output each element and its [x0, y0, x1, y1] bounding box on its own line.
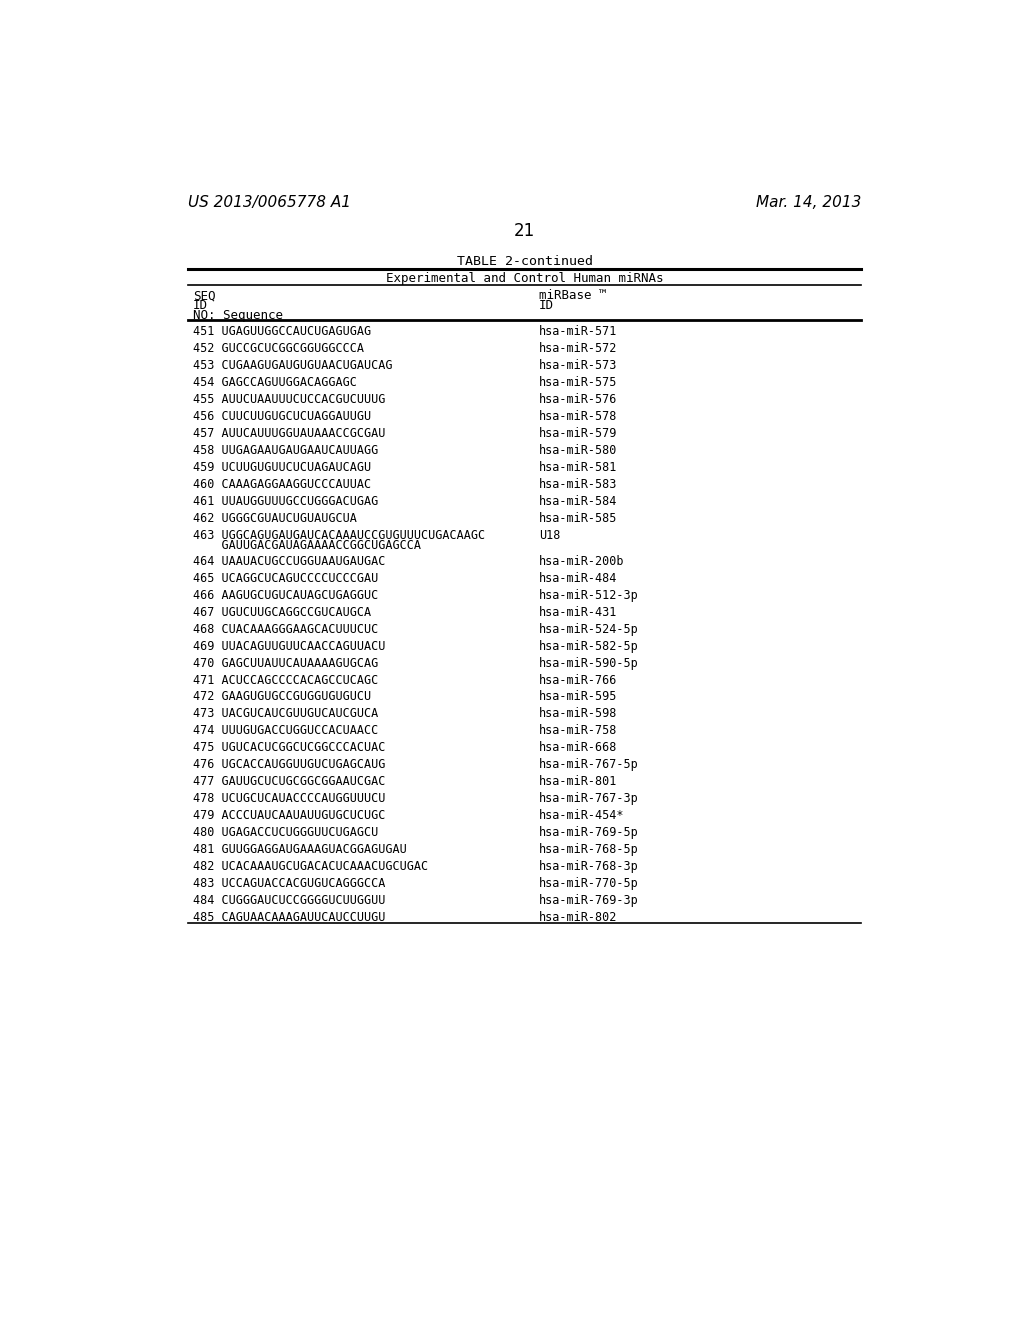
Text: 468 CUACAAAGGGAAGCACUUUCUC: 468 CUACAAAGGGAAGCACUUUCUC	[194, 623, 378, 636]
Text: 21: 21	[514, 222, 536, 239]
Text: ID: ID	[194, 300, 208, 313]
Text: hsa-miR-572: hsa-miR-572	[539, 342, 617, 355]
Text: hsa-miR-595: hsa-miR-595	[539, 690, 617, 704]
Text: GAUUGACGAUAGAAAACCGGCUGAGCCA: GAUUGACGAUAGAAAACCGGCUGAGCCA	[194, 539, 421, 552]
Text: hsa-miR-768-5p: hsa-miR-768-5p	[539, 843, 639, 855]
Text: 483 UCCAGUACCACGUGUCAGGGCCA: 483 UCCAGUACCACGUGUCAGGGCCA	[194, 876, 385, 890]
Text: hsa-miR-584: hsa-miR-584	[539, 495, 617, 508]
Text: 466 AAGUGCUGUCAUAGCUGAGGUC: 466 AAGUGCUGUCAUAGCUGAGGUC	[194, 589, 378, 602]
Text: miRBase ™: miRBase ™	[539, 289, 606, 302]
Text: 470 GAGCUUAUUCAUAAAAGUGCAG: 470 GAGCUUAUUCAUAAAAGUGCAG	[194, 656, 378, 669]
Text: hsa-miR-802: hsa-miR-802	[539, 911, 617, 924]
Text: TABLE 2-continued: TABLE 2-continued	[457, 255, 593, 268]
Text: hsa-miR-573: hsa-miR-573	[539, 359, 617, 372]
Text: hsa-miR-668: hsa-miR-668	[539, 742, 617, 754]
Text: hsa-miR-598: hsa-miR-598	[539, 708, 617, 721]
Text: 472 GAAGUGUGCCGUGGUGUGUCU: 472 GAAGUGUGCCGUGGUGUGUCU	[194, 690, 372, 704]
Text: 462 UGGGCGUAUCUGUAUGCUA: 462 UGGGCGUAUCUGUAUGCUA	[194, 512, 357, 525]
Text: 463 UGGCAGUGAUGAUCACAAAUCCGUGUUUCUGACAAGC: 463 UGGCAGUGAUGAUCACAAAUCCGUGUUUCUGACAAG…	[194, 529, 485, 541]
Text: 467 UGUCUUGCAGGCCGUCAUGCA: 467 UGUCUUGCAGGCCGUCAUGCA	[194, 606, 372, 619]
Text: 480 UGAGACCUCUGGGUUCUGAGCU: 480 UGAGACCUCUGGGUUCUGAGCU	[194, 826, 378, 840]
Text: 464 UAAUACUGCCUGGUAAUGAUGAC: 464 UAAUACUGCCUGGUAAUGAUGAC	[194, 554, 385, 568]
Text: hsa-miR-575: hsa-miR-575	[539, 376, 617, 389]
Text: 459 UCUUGUGUUCUCUAGAUCAGU: 459 UCUUGUGUUCUCUAGAUCAGU	[194, 461, 372, 474]
Text: hsa-miR-578: hsa-miR-578	[539, 411, 617, 424]
Text: hsa-miR-758: hsa-miR-758	[539, 725, 617, 738]
Text: hsa-miR-801: hsa-miR-801	[539, 775, 617, 788]
Text: Experimental and Control Human miRNAs: Experimental and Control Human miRNAs	[386, 272, 664, 285]
Text: hsa-miR-583: hsa-miR-583	[539, 478, 617, 491]
Text: hsa-miR-767-5p: hsa-miR-767-5p	[539, 758, 639, 771]
Text: hsa-miR-524-5p: hsa-miR-524-5p	[539, 623, 639, 636]
Text: NO: Sequence: NO: Sequence	[194, 309, 283, 322]
Text: hsa-miR-484: hsa-miR-484	[539, 572, 617, 585]
Text: hsa-miR-512-3p: hsa-miR-512-3p	[539, 589, 639, 602]
Text: 452 GUCCGCUCGGCGGUGGCCCA: 452 GUCCGCUCGGCGGUGGCCCA	[194, 342, 365, 355]
Text: hsa-miR-454*: hsa-miR-454*	[539, 809, 625, 822]
Text: hsa-miR-200b: hsa-miR-200b	[539, 554, 625, 568]
Text: 458 UUGAGAAUGAUGAAUCAUUAGG: 458 UUGAGAAUGAUGAAUCAUUAGG	[194, 444, 378, 457]
Text: hsa-miR-766: hsa-miR-766	[539, 673, 617, 686]
Text: 471 ACUCCAGCCCCACAGCCUCAGC: 471 ACUCCAGCCCCACAGCCUCAGC	[194, 673, 378, 686]
Text: 454 GAGCCAGUUGGACAGGAGC: 454 GAGCCAGUUGGACAGGAGC	[194, 376, 357, 389]
Text: 461 UUAUGGUUUGCCUGGGACUGAG: 461 UUAUGGUUUGCCUGGGACUGAG	[194, 495, 378, 508]
Text: US 2013/0065778 A1: US 2013/0065778 A1	[188, 195, 351, 210]
Text: hsa-miR-431: hsa-miR-431	[539, 606, 617, 619]
Text: hsa-miR-769-5p: hsa-miR-769-5p	[539, 826, 639, 840]
Text: hsa-miR-768-3p: hsa-miR-768-3p	[539, 859, 639, 873]
Text: 456 CUUCUUGUGCUCUAGGAUUGU: 456 CUUCUUGUGCUCUAGGAUUGU	[194, 411, 372, 424]
Text: hsa-miR-590-5p: hsa-miR-590-5p	[539, 656, 639, 669]
Text: 485 CAGUAACAAAGAUUCAUCCUUGU: 485 CAGUAACAAAGAUUCAUCCUUGU	[194, 911, 385, 924]
Text: hsa-miR-767-3p: hsa-miR-767-3p	[539, 792, 639, 805]
Text: 451 UGAGUUGGCCAUCUGAGUGAG: 451 UGAGUUGGCCAUCUGAGUGAG	[194, 326, 372, 338]
Text: hsa-miR-579: hsa-miR-579	[539, 428, 617, 440]
Text: 477 GAUUGCUCUGCGGCGGAAUCGAC: 477 GAUUGCUCUGCGGCGGAAUCGAC	[194, 775, 385, 788]
Text: ID: ID	[539, 300, 554, 313]
Text: 484 CUGGGAUCUCCGGGGUCUUGGUU: 484 CUGGGAUCUCCGGGGUCUUGGUU	[194, 894, 385, 907]
Text: hsa-miR-585: hsa-miR-585	[539, 512, 617, 525]
Text: 481 GUUGGAGGAUGAAAGUACGGAGUGAU: 481 GUUGGAGGAUGAAAGUACGGAGUGAU	[194, 843, 407, 855]
Text: 453 CUGAAGUGAUGUGUAACUGAUCAG: 453 CUGAAGUGAUGUGUAACUGAUCAG	[194, 359, 392, 372]
Text: 460 CAAAGAGGAAGGUCCCAUUAC: 460 CAAAGAGGAAGGUCCCAUUAC	[194, 478, 372, 491]
Text: 473 UACGUCAUCGUUGUCAUCGUCA: 473 UACGUCAUCGUUGUCAUCGUCA	[194, 708, 378, 721]
Text: 474 UUUGUGACCUGGUCCACUAACC: 474 UUUGUGACCUGGUCCACUAACC	[194, 725, 378, 738]
Text: 482 UCACAAAUGCUGACACUCAAACUGCUGAC: 482 UCACAAAUGCUGACACUCAAACUGCUGAC	[194, 859, 428, 873]
Text: 475 UGUCACUCGGCUCGGCCCACUAC: 475 UGUCACUCGGCUCGGCCCACUAC	[194, 742, 385, 754]
Text: 479 ACCCUAUCAAUAUUGUGCUCUGC: 479 ACCCUAUCAAUAUUGUGCUCUGC	[194, 809, 385, 822]
Text: hsa-miR-571: hsa-miR-571	[539, 326, 617, 338]
Text: 465 UCAGGCUCAGUCCCCUCCCGAU: 465 UCAGGCUCAGUCCCCUCCCGAU	[194, 572, 378, 585]
Text: hsa-miR-580: hsa-miR-580	[539, 444, 617, 457]
Text: hsa-miR-769-3p: hsa-miR-769-3p	[539, 894, 639, 907]
Text: 457 AUUCAUUUGGUAUAAACCGCGAU: 457 AUUCAUUUGGUAUAAACCGCGAU	[194, 428, 385, 440]
Text: 469 UUACAGUUGUUCAACCAGUUACU: 469 UUACAGUUGUUCAACCAGUUACU	[194, 640, 385, 652]
Text: 455 AUUCUAAUUUCUCCACGUCUUUG: 455 AUUCUAAUUUCUCCACGUCUUUG	[194, 393, 385, 407]
Text: 478 UCUGCUCAUACCCCAUGGUUUCU: 478 UCUGCUCAUACCCCAUGGUUUCU	[194, 792, 385, 805]
Text: SEQ: SEQ	[194, 289, 216, 302]
Text: U18: U18	[539, 529, 560, 541]
Text: hsa-miR-582-5p: hsa-miR-582-5p	[539, 640, 639, 652]
Text: hsa-miR-581: hsa-miR-581	[539, 461, 617, 474]
Text: Mar. 14, 2013: Mar. 14, 2013	[756, 195, 861, 210]
Text: hsa-miR-770-5p: hsa-miR-770-5p	[539, 876, 639, 890]
Text: 476 UGCACCAUGGUUGUCUGAGCAUG: 476 UGCACCAUGGUUGUCUGAGCAUG	[194, 758, 385, 771]
Text: hsa-miR-576: hsa-miR-576	[539, 393, 617, 407]
